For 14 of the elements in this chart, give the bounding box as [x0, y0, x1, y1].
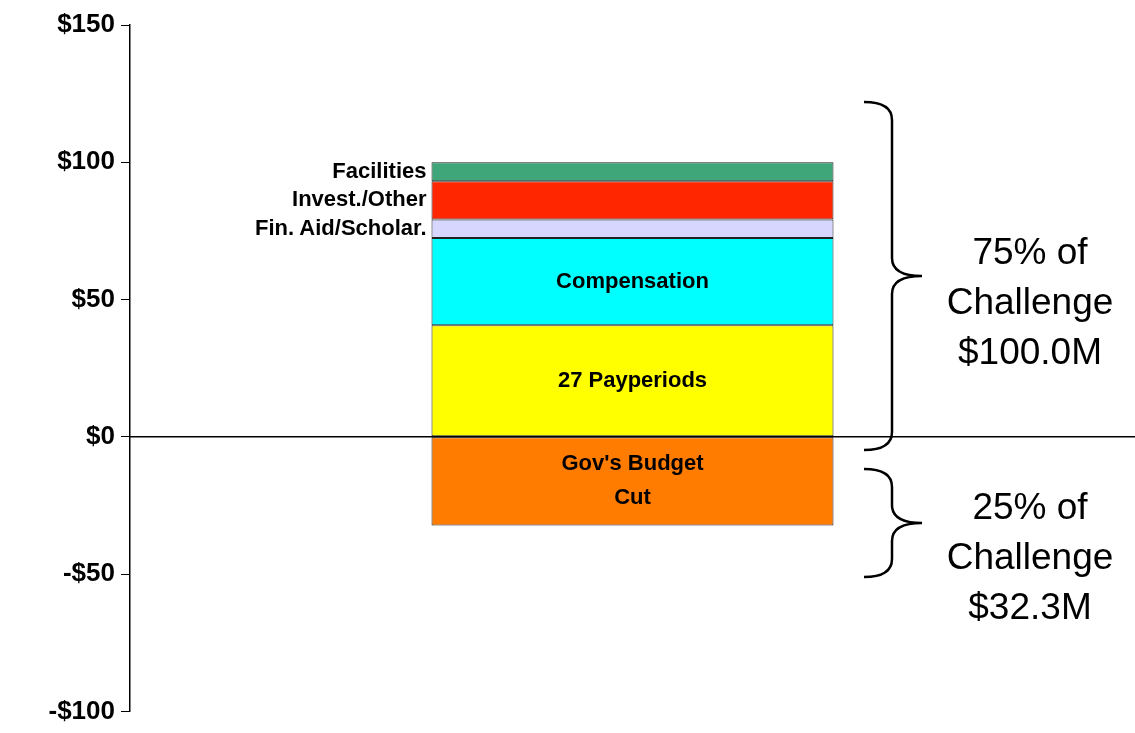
- series-label: Facilities: [332, 157, 427, 183]
- series-label: Fin. Aid/Scholar.: [254, 214, 427, 240]
- y-tick-label: $50: [71, 282, 115, 313]
- y-tick-label: $150: [57, 8, 115, 39]
- series-label: Gov's Budget Cut: [561, 450, 705, 510]
- series-label: Compensation: [556, 267, 709, 293]
- annotation: 25% of Challenge $32.3M: [946, 485, 1114, 629]
- series-label: Invest./Other: [292, 186, 427, 212]
- y-tick-label: $0: [86, 420, 115, 451]
- y-tick-label: $100: [57, 145, 115, 176]
- series-label: 27 Payperiods: [557, 366, 708, 392]
- y-tick-label: -$100: [48, 694, 115, 725]
- y-tick-label: -$50: [62, 557, 115, 588]
- annotation: 75% of Challenge $100.0M: [946, 230, 1114, 374]
